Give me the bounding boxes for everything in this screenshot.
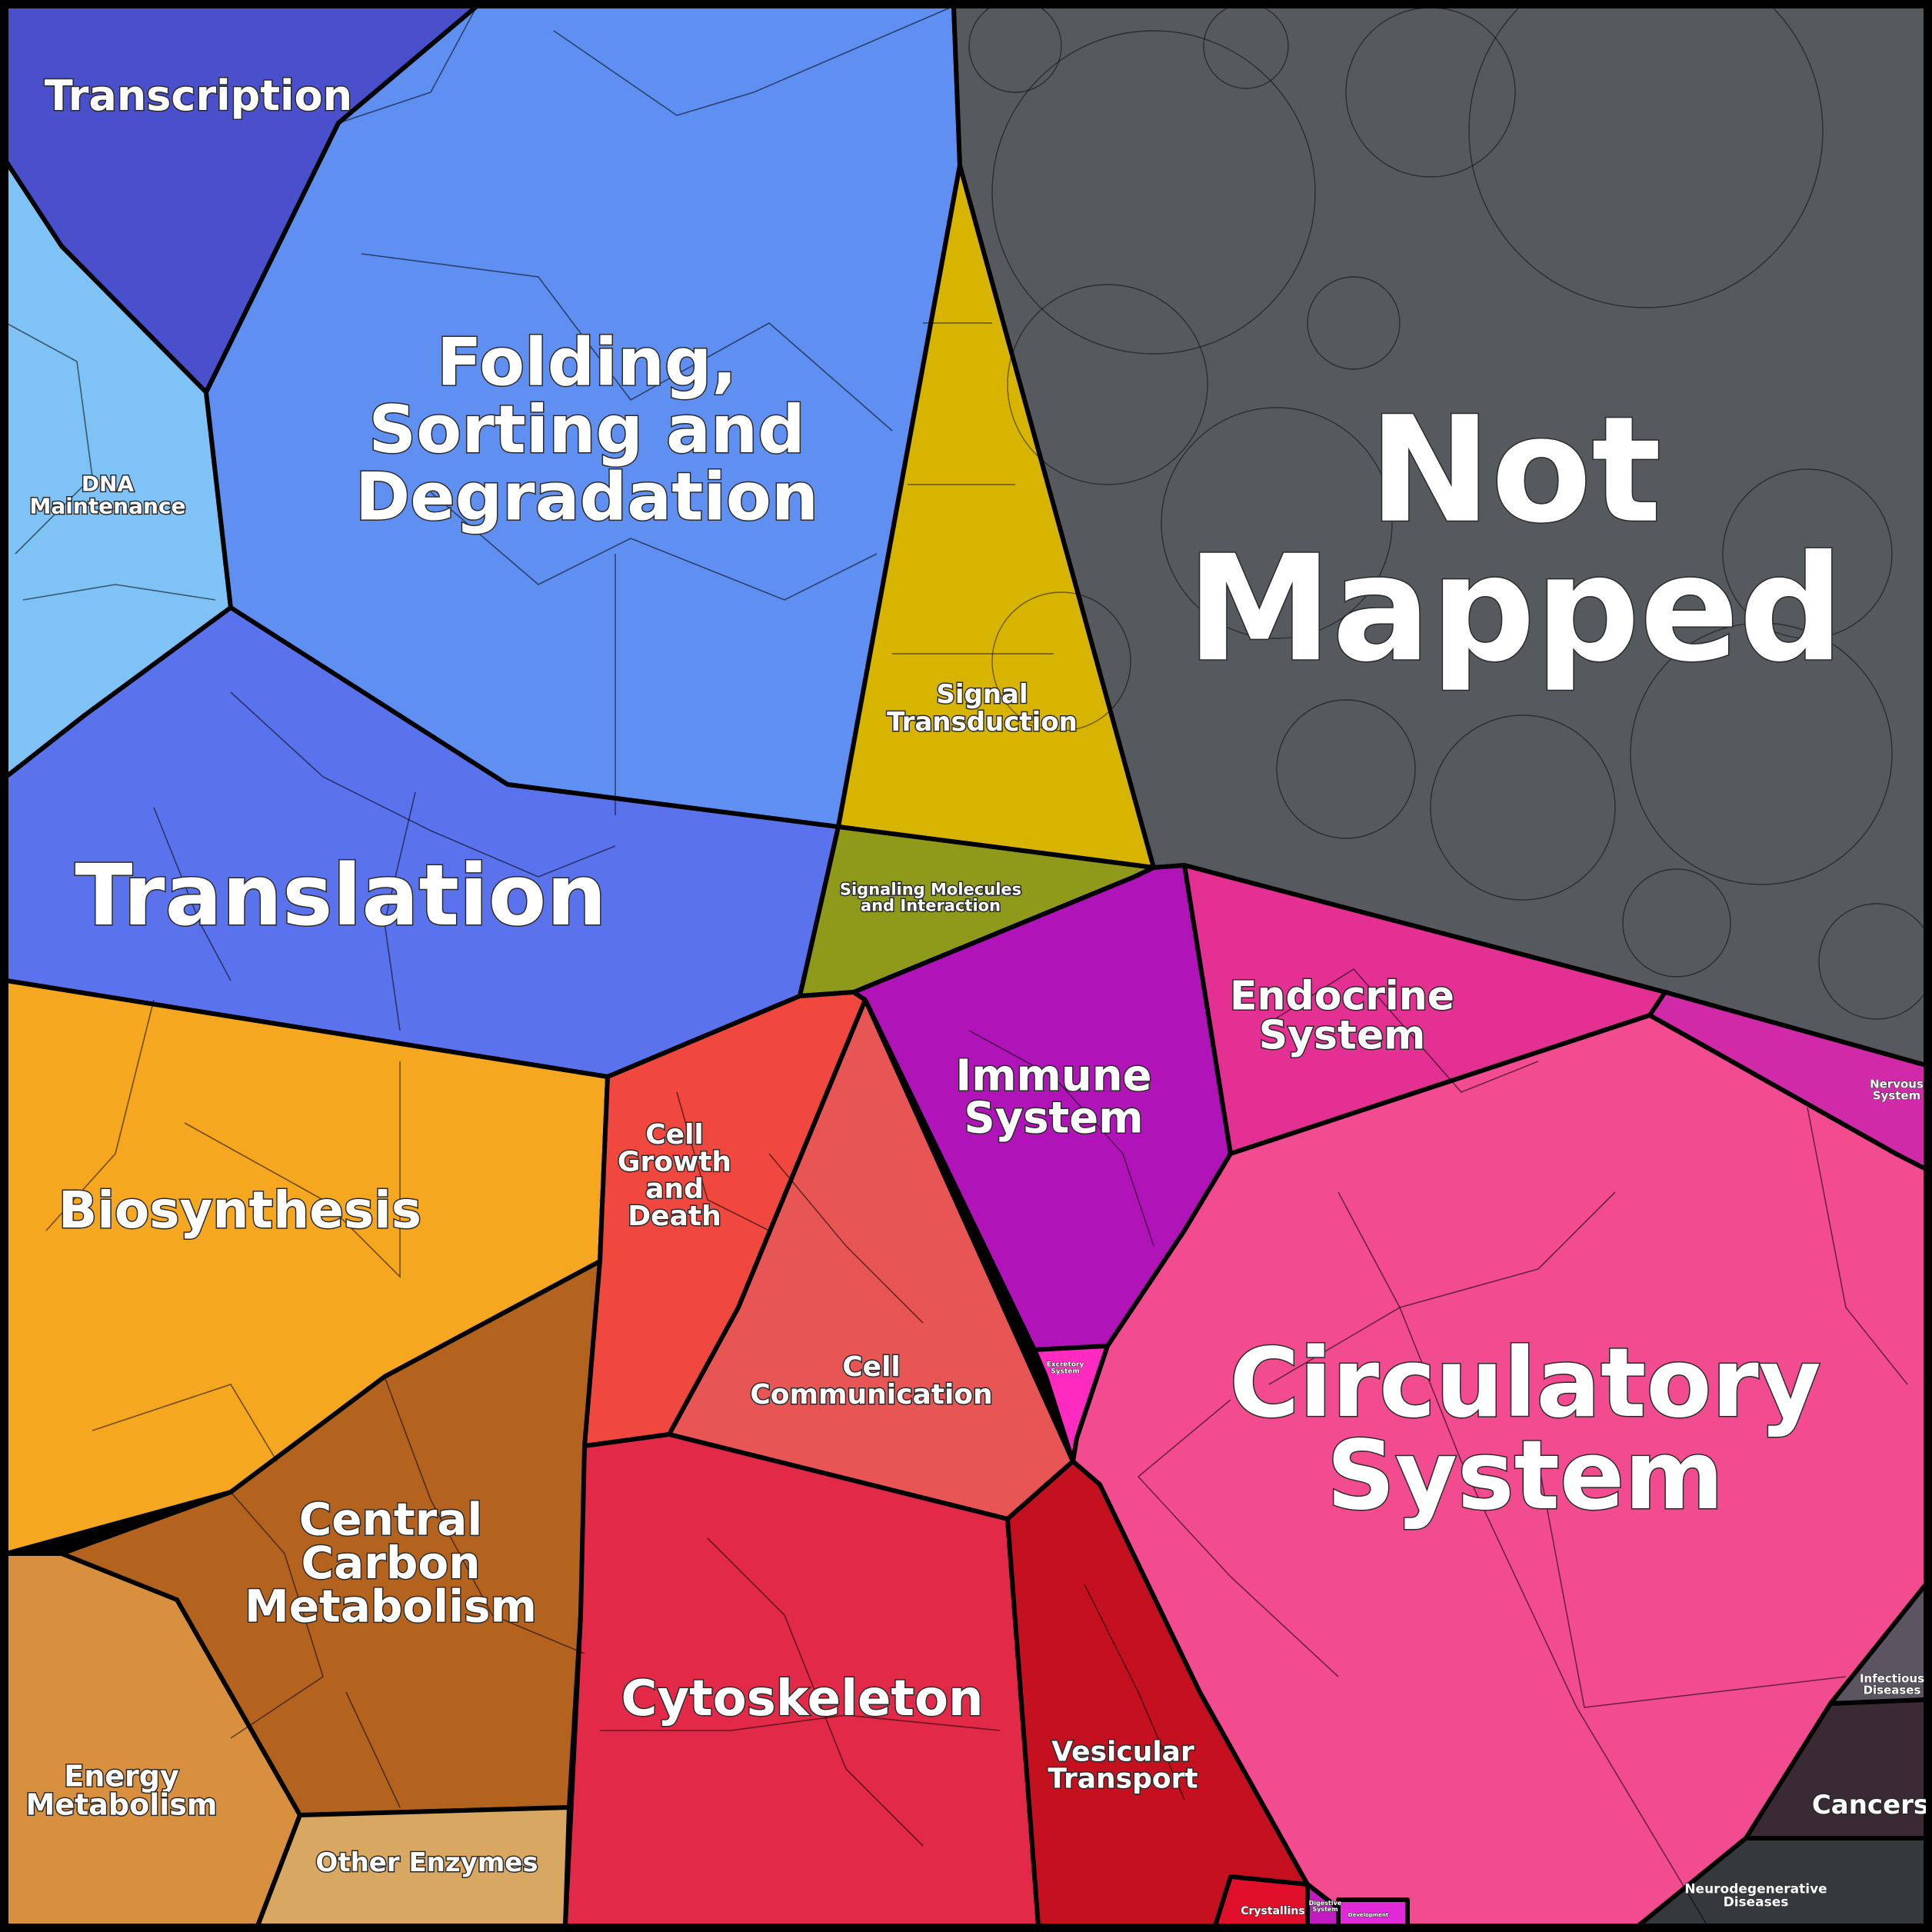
label-line: Circulatory bbox=[1229, 1328, 1820, 1439]
label-line: Maintenance bbox=[29, 494, 185, 519]
label-excretory-system: Excretory System bbox=[1047, 1361, 1084, 1375]
label-line: Metabolism bbox=[26, 1787, 218, 1821]
label-line: Digestive bbox=[1309, 1900, 1342, 1907]
label-dna-maintenance: DNA Maintenance bbox=[29, 471, 185, 518]
label-neurodegenerative: Neurodegenerative Diseases bbox=[1684, 1882, 1827, 1910]
label-other-enzymes: Other Enzymes bbox=[315, 1847, 538, 1878]
label-translation: Translation bbox=[75, 846, 606, 944]
label-line: Transcription bbox=[45, 72, 352, 120]
label-infectious-diseases: Infectious Diseases bbox=[1860, 1671, 1924, 1697]
label-line: Sorting and bbox=[368, 391, 805, 468]
label-crystallins: Crystallins bbox=[1241, 1905, 1304, 1917]
label-line: and bbox=[645, 1174, 704, 1205]
label-line: Degradation bbox=[355, 459, 818, 536]
label-line: Signaling Molecules bbox=[840, 881, 1021, 899]
label-line: System bbox=[964, 1094, 1143, 1144]
label-line: Mapped bbox=[1187, 524, 1844, 694]
not-mapped-bubbles bbox=[968, 0, 1932, 1020]
label-line: Metabolism bbox=[245, 1580, 537, 1632]
label-line: System bbox=[1327, 1421, 1724, 1531]
label-digestive-system: Digestive System bbox=[1309, 1900, 1342, 1913]
label-line: Infectious bbox=[1860, 1671, 1924, 1685]
label-line: Cell bbox=[645, 1119, 704, 1151]
label-biosynthesis: Biosynthesis bbox=[58, 1181, 421, 1240]
label-line: System bbox=[1051, 1367, 1080, 1375]
label-cytoskeleton: Cytoskeleton bbox=[621, 1671, 983, 1727]
label-line: Signal bbox=[936, 679, 1028, 710]
label-signaling-molecules: Signaling Molecules and Interaction bbox=[840, 881, 1021, 915]
region-crystallins[interactable] bbox=[1213, 1874, 1310, 1928]
label-line: Not bbox=[1369, 385, 1661, 555]
region-labels: Transcription Folding, Sorting and Degradat… bbox=[25, 70, 1930, 1918]
label-line: Cytoskeleton bbox=[621, 1671, 983, 1727]
label-cancers: Cancers bbox=[1812, 1790, 1929, 1820]
label-transcription: Transcription bbox=[45, 72, 352, 120]
label-line: Biosynthesis bbox=[58, 1181, 421, 1240]
label-line: Neurodegenerative bbox=[1684, 1882, 1827, 1897]
subcell-lines bbox=[5, 5, 1908, 1927]
label-immune-system: Immune System bbox=[955, 1051, 1151, 1144]
label-line: Cell bbox=[842, 1351, 901, 1383]
label-line: Transport bbox=[1048, 1764, 1198, 1795]
label-line: Growth bbox=[618, 1146, 731, 1178]
label-line: Endocrine bbox=[1230, 974, 1454, 1020]
label-line: System bbox=[1259, 1012, 1426, 1058]
label-vesicular-transport: Vesicular Transport bbox=[1048, 1736, 1198, 1794]
label-line: Cancers bbox=[1812, 1790, 1929, 1820]
label-energy-metabolism: Energy Metabolism bbox=[26, 1759, 218, 1821]
label-line: DNA bbox=[82, 471, 135, 496]
label-line: Development bbox=[1348, 1912, 1389, 1918]
label-line: Translation bbox=[75, 846, 606, 944]
label-line: Diseases bbox=[1864, 1683, 1921, 1697]
label-line: System bbox=[1312, 1906, 1337, 1913]
label-line: Communication bbox=[750, 1379, 992, 1411]
label-central-carbon: Central Carbon Metabolism bbox=[245, 1494, 537, 1633]
label-line: Crystallins bbox=[1241, 1905, 1304, 1917]
region-nervous-system[interactable] bbox=[1647, 990, 1928, 1171]
label-line: Central bbox=[299, 1494, 483, 1546]
label-line: System bbox=[1873, 1088, 1920, 1102]
label-nervous-system: Nervous System bbox=[1870, 1077, 1924, 1102]
label-line: Transduction bbox=[887, 706, 1078, 737]
label-line: Death bbox=[628, 1201, 721, 1232]
label-circulatory-system: Circulatory System bbox=[1229, 1328, 1820, 1531]
label-line: and Interaction bbox=[861, 897, 1001, 915]
label-cell-growth: Cell Growth and Death bbox=[618, 1119, 731, 1232]
label-folding: Folding, Sorting and Degradation bbox=[355, 325, 818, 536]
label-signal-transduction: Signal Transduction bbox=[887, 679, 1078, 738]
label-line: Carbon bbox=[301, 1537, 481, 1589]
label-line: Energy bbox=[64, 1759, 179, 1793]
label-line: Vesicular bbox=[1051, 1736, 1194, 1767]
label-cell-communication: Cell Communication bbox=[750, 1351, 992, 1411]
label-not-mapped: Not Mapped bbox=[1187, 385, 1844, 695]
label-line: Diseases bbox=[1724, 1895, 1789, 1910]
label-line: Excretory bbox=[1047, 1361, 1084, 1368]
label-line: Other Enzymes bbox=[315, 1847, 538, 1878]
label-endocrine-system: Endocrine System bbox=[1230, 974, 1454, 1059]
label-development: Development bbox=[1348, 1912, 1389, 1918]
label-line: Folding, bbox=[437, 325, 737, 401]
label-line: Immune bbox=[955, 1051, 1151, 1101]
label-line: Nervous bbox=[1870, 1077, 1924, 1091]
